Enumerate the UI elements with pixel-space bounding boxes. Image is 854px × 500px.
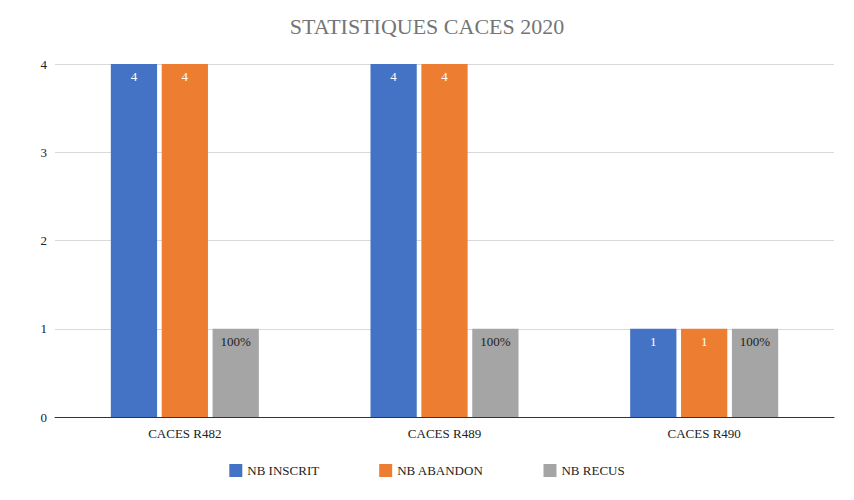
svg-text:3: 3 (41, 145, 48, 160)
svg-text:4: 4 (131, 69, 138, 84)
svg-text:1: 1 (41, 321, 48, 336)
svg-text:4: 4 (390, 69, 397, 84)
svg-text:CACES R489: CACES R489 (408, 426, 481, 441)
svg-text:0: 0 (41, 410, 48, 425)
svg-text:2: 2 (41, 233, 48, 248)
svg-text:NB INSCRIT: NB INSCRIT (247, 463, 319, 478)
svg-text:4: 4 (441, 69, 448, 84)
svg-text:100%: 100% (740, 334, 771, 349)
svg-text:NB ABANDON: NB ABANDON (397, 463, 483, 478)
svg-text:STATISTIQUES CACES 2020: STATISTIQUES CACES 2020 (290, 14, 564, 39)
svg-text:4: 4 (182, 69, 189, 84)
svg-text:4: 4 (41, 57, 48, 72)
svg-text:100%: 100% (221, 334, 252, 349)
svg-text:1: 1 (701, 334, 708, 349)
svg-text:CACES R482: CACES R482 (148, 426, 221, 441)
svg-text:CACES R490: CACES R490 (668, 426, 741, 441)
svg-text:NB RECUS: NB RECUS (561, 463, 624, 478)
svg-text:1: 1 (650, 334, 657, 349)
svg-text:100%: 100% (480, 334, 511, 349)
